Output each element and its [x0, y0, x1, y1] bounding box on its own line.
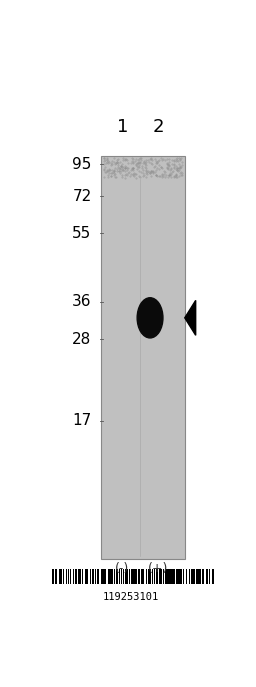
- Bar: [209, 569, 210, 584]
- Bar: [172, 569, 175, 584]
- Bar: [66, 569, 67, 584]
- Bar: [163, 569, 164, 584]
- Text: 95: 95: [72, 157, 92, 172]
- Bar: [152, 569, 153, 584]
- Bar: [86, 569, 88, 584]
- Bar: [194, 569, 195, 584]
- Bar: [55, 569, 57, 584]
- Text: 17: 17: [72, 414, 92, 429]
- Bar: [102, 569, 105, 584]
- Text: (-): (-): [115, 562, 129, 575]
- Bar: [177, 569, 180, 584]
- Text: 119253101: 119253101: [103, 592, 159, 602]
- Bar: [101, 569, 102, 584]
- Bar: [212, 569, 214, 584]
- Bar: [116, 569, 118, 584]
- Bar: [73, 569, 74, 584]
- Bar: [125, 569, 128, 584]
- Text: 2: 2: [152, 118, 164, 137]
- Text: 28: 28: [72, 332, 92, 346]
- Bar: [196, 569, 197, 584]
- Bar: [183, 569, 184, 584]
- Bar: [131, 569, 133, 584]
- Bar: [165, 569, 166, 584]
- Ellipse shape: [137, 297, 163, 338]
- Bar: [111, 569, 113, 584]
- Bar: [197, 569, 200, 584]
- Bar: [75, 569, 76, 584]
- Bar: [206, 569, 208, 584]
- Bar: [202, 569, 203, 584]
- Bar: [105, 569, 106, 584]
- Bar: [92, 569, 94, 584]
- Bar: [166, 569, 168, 584]
- Text: 55: 55: [72, 226, 92, 240]
- Text: 72: 72: [72, 189, 92, 203]
- Bar: [159, 569, 162, 584]
- Bar: [52, 569, 54, 584]
- Bar: [95, 569, 96, 584]
- Bar: [90, 569, 91, 584]
- Bar: [108, 569, 111, 584]
- Bar: [63, 569, 64, 584]
- Bar: [70, 569, 71, 584]
- Bar: [156, 569, 158, 584]
- Bar: [129, 569, 130, 584]
- Bar: [138, 569, 140, 584]
- Bar: [181, 569, 182, 584]
- Bar: [136, 569, 137, 584]
- Bar: [84, 569, 86, 584]
- Bar: [148, 569, 151, 584]
- Bar: [123, 569, 124, 584]
- Bar: [154, 569, 155, 584]
- Bar: [189, 569, 190, 584]
- Bar: [78, 569, 81, 584]
- Bar: [190, 569, 193, 584]
- Bar: [101, 157, 185, 559]
- Bar: [133, 569, 136, 584]
- Polygon shape: [185, 300, 196, 335]
- Bar: [186, 569, 187, 584]
- Bar: [59, 569, 62, 584]
- Bar: [141, 569, 144, 584]
- Bar: [146, 569, 147, 584]
- Bar: [98, 569, 99, 584]
- Text: 1: 1: [116, 118, 128, 137]
- Bar: [82, 569, 83, 584]
- Text: 36: 36: [72, 295, 92, 309]
- Bar: [68, 569, 69, 584]
- Text: (+): (+): [148, 562, 168, 575]
- Bar: [168, 569, 172, 584]
- Bar: [176, 569, 177, 584]
- Bar: [119, 569, 120, 584]
- Bar: [200, 569, 201, 584]
